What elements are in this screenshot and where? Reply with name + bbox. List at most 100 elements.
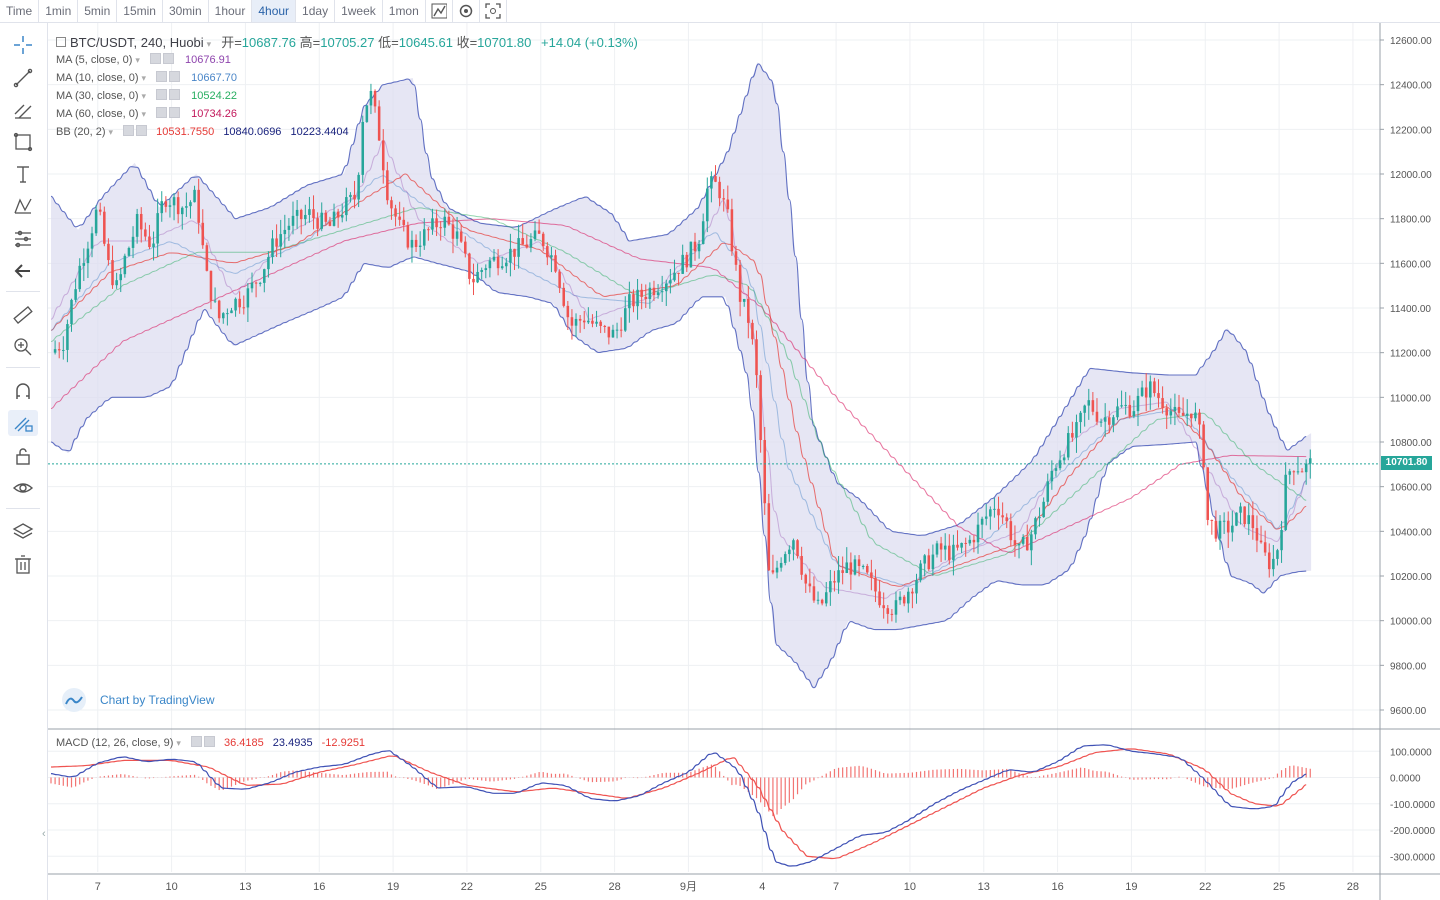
candle-body[interactable] xyxy=(422,229,426,246)
candle-body[interactable] xyxy=(767,503,771,571)
candle-body[interactable] xyxy=(546,246,549,258)
candle-body[interactable] xyxy=(644,296,648,299)
candle-body[interactable] xyxy=(275,238,278,247)
candle-body[interactable] xyxy=(324,212,328,222)
candle-body[interactable] xyxy=(176,197,180,215)
candle-body[interactable] xyxy=(459,231,463,242)
candle-body[interactable] xyxy=(295,209,299,216)
candle-body[interactable] xyxy=(935,543,939,555)
candle-body[interactable] xyxy=(226,313,229,315)
candle-body[interactable] xyxy=(1075,422,1078,438)
candle-body[interactable] xyxy=(57,349,61,351)
candle-body[interactable] xyxy=(603,325,607,327)
candle-body[interactable] xyxy=(1157,393,1160,399)
text-icon[interactable] xyxy=(8,161,38,187)
candle-body[interactable] xyxy=(1153,381,1156,394)
candle-body[interactable] xyxy=(1083,405,1086,413)
chevron-down-icon[interactable]: ▾ xyxy=(108,127,114,137)
candle-body[interactable] xyxy=(824,592,828,604)
candle-body[interactable] xyxy=(607,326,611,338)
candle-body[interactable] xyxy=(689,241,693,268)
candle-body[interactable] xyxy=(783,554,787,563)
candle-body[interactable] xyxy=(361,121,365,175)
candle-body[interactable] xyxy=(529,239,533,248)
crosshair-icon[interactable] xyxy=(8,32,38,58)
layers-icon[interactable] xyxy=(8,519,38,545)
candle-body[interactable] xyxy=(1120,405,1123,407)
candle-body[interactable] xyxy=(78,265,81,290)
candle-body[interactable] xyxy=(258,282,262,284)
settings-icon[interactable] xyxy=(156,71,168,82)
candle-body[interactable] xyxy=(70,299,73,325)
candle-body[interactable] xyxy=(369,90,373,106)
candle-body[interactable] xyxy=(263,269,266,283)
candle-body[interactable] xyxy=(800,555,803,575)
candle-body[interactable] xyxy=(152,243,155,248)
candle-body[interactable] xyxy=(439,227,442,229)
candle-body[interactable] xyxy=(82,263,86,266)
candle-body[interactable] xyxy=(1136,395,1140,412)
chevron-down-icon[interactable]: ▾ xyxy=(176,738,181,748)
chevron-down-icon[interactable]: ▾ xyxy=(135,55,140,65)
candle-body[interactable] xyxy=(234,298,237,311)
settings-icon[interactable] xyxy=(156,107,168,118)
candle-body[interactable] xyxy=(1161,398,1164,409)
candle-body[interactable] xyxy=(574,318,578,326)
candle-body[interactable] xyxy=(833,581,836,583)
candle-body[interactable] xyxy=(468,253,471,279)
candle-body[interactable] xyxy=(74,289,77,300)
interval-1min[interactable]: 1min xyxy=(39,0,79,22)
candle-body[interactable] xyxy=(480,270,483,272)
candle-body[interactable] xyxy=(447,216,451,225)
candle-body[interactable] xyxy=(1304,463,1308,473)
candle-body[interactable] xyxy=(283,229,287,235)
candle-body[interactable] xyxy=(652,287,656,295)
candle-body[interactable] xyxy=(747,298,750,323)
candle-body[interactable] xyxy=(1181,412,1185,416)
candle-body[interactable] xyxy=(714,176,717,182)
candle-body[interactable] xyxy=(808,583,812,587)
screenshot-icon[interactable] xyxy=(480,0,507,22)
interval-1mon[interactable]: 1mon xyxy=(383,0,426,22)
settings-icon[interactable] xyxy=(156,89,168,100)
candle-body[interactable] xyxy=(373,90,377,107)
candle-body[interactable] xyxy=(500,266,504,269)
tradingview-credit[interactable]: Chart by TradingView xyxy=(62,688,215,712)
candle-body[interactable] xyxy=(222,313,225,319)
settings-icon[interactable] xyxy=(149,53,161,64)
candle-body[interactable] xyxy=(168,205,172,207)
candle-body[interactable] xyxy=(1235,512,1238,526)
candle-body[interactable] xyxy=(115,280,118,286)
candle-body[interactable] xyxy=(1112,417,1115,425)
candle-body[interactable] xyxy=(587,320,590,323)
candle-body[interactable] xyxy=(849,562,853,575)
close-icon[interactable] xyxy=(162,53,174,64)
candle-body[interactable] xyxy=(1222,520,1226,522)
candle-body[interactable] xyxy=(779,562,783,568)
candle-body[interactable] xyxy=(890,613,894,615)
candle-body[interactable] xyxy=(205,245,209,271)
candle-body[interactable] xyxy=(911,591,914,594)
candle-body[interactable] xyxy=(193,189,196,203)
candle-body[interactable] xyxy=(656,292,660,295)
candle-body[interactable] xyxy=(472,278,475,283)
candle-body[interactable] xyxy=(1292,471,1296,473)
candle-body[interactable] xyxy=(316,218,319,229)
candle-body[interactable] xyxy=(1226,520,1230,533)
candle-body[interactable] xyxy=(1247,515,1251,525)
candle-body[interactable] xyxy=(217,300,221,319)
candle-body[interactable] xyxy=(1042,501,1045,518)
candle-body[interactable] xyxy=(414,239,418,247)
candle-body[interactable] xyxy=(1046,481,1050,502)
candle-body[interactable] xyxy=(254,282,258,284)
candle-body[interactable] xyxy=(812,586,816,601)
candle-body[interactable] xyxy=(492,256,496,261)
candle-body[interactable] xyxy=(948,545,951,561)
price-chart[interactable]: 7 10 13 16 19 22 25 28 9月 4 7 10 13 16 19 22 25 28 12600.0… xyxy=(48,23,1440,900)
candle-body[interactable] xyxy=(976,524,980,543)
candle-body[interactable] xyxy=(505,262,508,267)
candle-body[interactable] xyxy=(693,241,697,252)
candle-body[interactable] xyxy=(919,563,922,581)
candle-body[interactable] xyxy=(989,509,992,517)
candle-body[interactable] xyxy=(451,224,455,239)
